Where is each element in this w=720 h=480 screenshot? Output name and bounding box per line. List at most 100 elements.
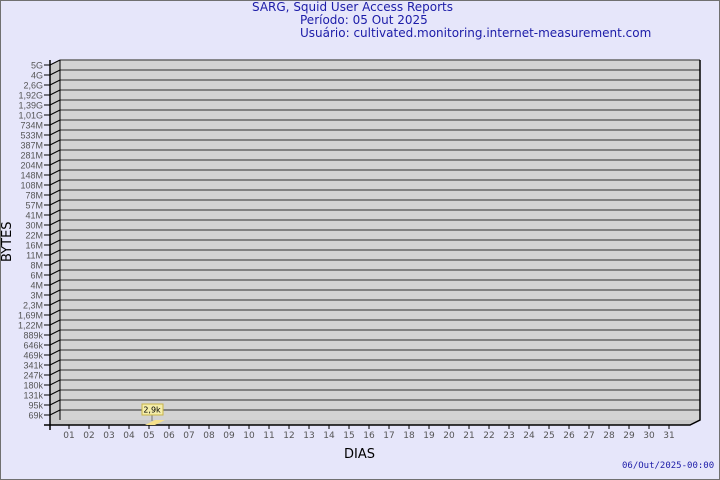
timestamp: 06/Out/2025-00:00 — [622, 461, 715, 471]
y-tick-label: 4G — [31, 71, 43, 81]
x-tick-label: 13 — [303, 431, 314, 441]
y-tick-label: 1,92G — [18, 91, 43, 101]
x-tick-label: 14 — [323, 431, 335, 441]
y-tick-label: 78M — [25, 191, 43, 201]
x-tick-label: 21 — [463, 431, 474, 441]
period-label: Período: 05 Out 2025 — [300, 13, 428, 27]
x-tick-label: 10 — [243, 431, 255, 441]
y-tick-label: 247k — [23, 371, 43, 381]
y-tick-label: 30M — [25, 221, 43, 231]
y-tick-depth — [49, 369, 61, 376]
bar-label-box — [141, 403, 164, 416]
y-tick-label: 2,3M — [23, 301, 43, 311]
y-tick-label: 204M — [20, 161, 43, 171]
y-tick-depth — [49, 159, 61, 166]
y-tick-depth — [49, 69, 61, 76]
y-tick-label: 69k — [28, 411, 43, 421]
x-tick-label: 24 — [523, 431, 535, 441]
x-tick-label: 19 — [423, 431, 435, 441]
y-tick-depth — [49, 99, 61, 106]
y-tick-depth — [49, 179, 61, 186]
x-axis-label: DIAS — [344, 447, 375, 462]
y-tick-depth — [49, 389, 61, 396]
x-tick-label: 31 — [663, 431, 674, 441]
y-tick-depth — [49, 149, 61, 156]
y-tick-label: 1,22M — [18, 321, 43, 331]
y-tick-depth — [49, 309, 61, 316]
y-tick-label: 3M — [30, 291, 43, 301]
y-tick-depth — [49, 239, 61, 246]
x-tick-label: 16 — [363, 431, 375, 441]
chart-title: SARG, Squid User Access Reports — [252, 0, 454, 14]
bar-day-05 — [145, 420, 165, 425]
y-tick-depth — [49, 139, 61, 146]
x-axis-line — [44, 415, 701, 426]
y-tick-label: 889k — [23, 331, 43, 341]
x-tick-label: 26 — [563, 431, 575, 441]
plot-floor — [50, 420, 700, 425]
x-tick-label: 23 — [503, 431, 514, 441]
y-tick-label: 180k — [23, 381, 43, 391]
y-tick-label: 1,69M — [18, 311, 43, 321]
y-tick-depth — [49, 349, 61, 356]
y-tick-label: 646k — [23, 341, 43, 351]
y-tick-label: 4M — [30, 281, 43, 291]
x-tick-label: 08 — [203, 431, 215, 441]
x-tick-label: 07 — [183, 431, 194, 441]
x-tick-label: 06 — [163, 431, 175, 441]
y-tick-label: 108M — [20, 181, 43, 191]
y-tick-depth — [49, 169, 61, 176]
y-tick-depth — [49, 79, 61, 86]
y-tick-depth — [49, 199, 61, 206]
y-tick-depth — [49, 409, 61, 416]
x-tick-label: 05 — [143, 431, 154, 441]
x-tick-label: 18 — [403, 431, 415, 441]
user-label: Usuário: cultivated.monitoring.internet-… — [300, 26, 652, 40]
y-tick-label: 148M — [20, 171, 43, 181]
x-tick-label: 27 — [583, 431, 594, 441]
x-tick-label: 01 — [63, 431, 74, 441]
y-tick-depth — [49, 229, 61, 236]
y-tick-label: 41M — [25, 211, 43, 221]
y-tick-label: 22M — [25, 231, 43, 241]
y-tick-label: 2,6G — [23, 81, 43, 91]
y-tick-depth — [49, 119, 61, 126]
y-tick-label: 1,39G — [18, 101, 43, 111]
y-tick-depth — [49, 109, 61, 116]
x-tick-label: 11 — [263, 431, 274, 441]
y-tick-label: 131k — [23, 391, 43, 401]
y-tick-depth — [49, 359, 61, 366]
x-tick-label: 22 — [483, 431, 494, 441]
y-tick-depth — [49, 89, 61, 96]
x-tick-label: 15 — [343, 431, 354, 441]
x-tick-label: 03 — [103, 431, 114, 441]
y-tick-label: 1,01G — [18, 111, 43, 121]
x-tick-label: 29 — [623, 431, 635, 441]
y-tick-depth — [49, 59, 61, 66]
y-tick-depth — [49, 289, 61, 296]
x-tick-label: 09 — [223, 431, 235, 441]
x-tick-label: 20 — [443, 431, 455, 441]
y-tick-label: 734M — [20, 121, 43, 131]
bar-data-label: 2,9k — [143, 406, 161, 415]
y-tick-depth — [49, 269, 61, 276]
y-tick-label: 341k — [23, 361, 43, 371]
x-tick-label: 25 — [543, 431, 554, 441]
y-tick-depth — [49, 319, 61, 326]
y-tick-label: 533M — [20, 131, 43, 141]
y-tick-label: 281M — [20, 151, 43, 161]
y-tick-depth — [49, 219, 61, 226]
x-tick-label: 28 — [603, 431, 615, 441]
y-tick-depth — [49, 249, 61, 256]
x-tick-label: 12 — [283, 431, 294, 441]
y-tick-depth — [49, 129, 61, 136]
x-tick-label: 02 — [83, 431, 94, 441]
y-tick-label: 11M — [26, 251, 43, 261]
y-tick-depth — [49, 259, 61, 266]
x-tick-label: 04 — [123, 431, 135, 441]
y-tick-label: 387M — [20, 141, 43, 151]
y-tick-label: 5G — [31, 61, 43, 71]
y-tick-depth — [49, 299, 61, 306]
y-tick-label: 8M — [30, 261, 43, 271]
